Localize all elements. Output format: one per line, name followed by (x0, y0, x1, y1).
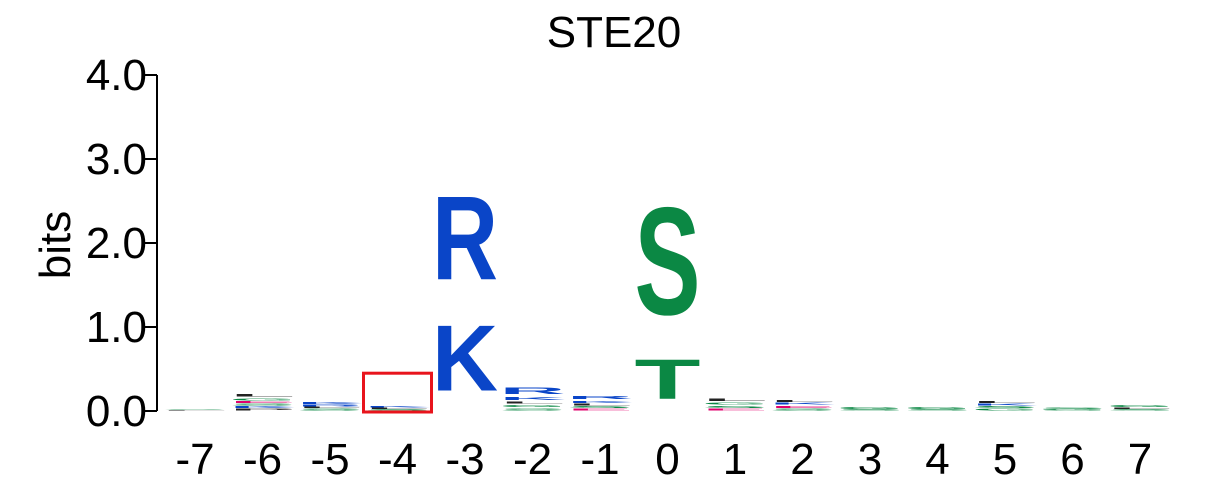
x-tick-label: 5 (993, 435, 1017, 484)
residue-letter: L (365, 408, 431, 410)
y-tick-label: 1.0 (86, 303, 147, 352)
residue-letter: E (770, 405, 836, 408)
x-tick-label: -2 (513, 435, 552, 484)
stack--7: LS (162, 409, 228, 411)
stack-0: TS (635, 176, 701, 411)
residue-letter: K (230, 406, 296, 409)
residue-letter: S (162, 409, 228, 410)
residue-letter: E (230, 401, 296, 404)
residue-letter: R (567, 395, 633, 400)
residue-letter: S (635, 176, 701, 347)
residue-letter: S (365, 409, 431, 411)
residue-letter: K (365, 406, 431, 408)
stack-6: GS (1040, 408, 1106, 411)
residue-letter: G (972, 408, 1038, 411)
y-tick-label: 3.0 (86, 135, 147, 184)
x-tick-label: 3 (858, 435, 882, 484)
residue-letter: R (297, 404, 363, 407)
residue-letter: K (567, 400, 633, 403)
residue-letter: K (972, 403, 1038, 406)
residue-letter: E (567, 408, 633, 411)
x-tick-label: 6 (1060, 435, 1084, 484)
residue-letter: S (297, 408, 363, 411)
residue-letter: T (635, 348, 701, 411)
residue-letter: L (567, 403, 633, 406)
y-tick-label: 4.0 (86, 51, 147, 100)
residue-letter: G (500, 404, 566, 407)
residue-letter: S (230, 403, 296, 406)
residue-letter: L (162, 410, 228, 411)
residue-letter: L (1107, 408, 1173, 410)
residue-letter: S (1040, 408, 1106, 410)
residue-letter: S (702, 405, 768, 408)
residue-letter: K (297, 402, 363, 405)
x-tick-label: -5 (310, 435, 349, 484)
x-tick-label: -1 (580, 435, 619, 484)
residue-letter: S (770, 408, 836, 411)
residue-letter: L (972, 401, 1038, 404)
stack--3: KR (432, 170, 498, 410)
residue-letter: E (702, 408, 768, 411)
residue-letter: S (1107, 409, 1173, 411)
y-axis: 0.0 1.0 2.0 3.0 4.0 (86, 51, 158, 436)
residue-letter: R (500, 386, 566, 396)
y-tick-label: 2.0 (86, 219, 147, 268)
stack-3: SG (837, 407, 903, 411)
y-tick-label: 0.0 (86, 387, 147, 436)
x-axis-tick-labels: -7 -6 -5 -4 -3 -2 -1 0 1 2 3 4 5 6 7 (175, 435, 1152, 484)
residue-letter: R (432, 170, 498, 305)
x-tick-label: 2 (790, 435, 814, 484)
residue-letter: G (702, 402, 768, 405)
residue-letter: G (905, 407, 971, 410)
x-tick-label: -3 (445, 435, 484, 484)
x-tick-label: 4 (925, 435, 949, 484)
x-tick-label: 1 (723, 435, 747, 484)
x-tick-label: 7 (1128, 435, 1152, 484)
chart-title: STE20 (547, 8, 682, 57)
residue-letter: G (230, 398, 296, 401)
residue-letter: K (432, 305, 498, 410)
residue-letter: G (837, 407, 903, 410)
residue-letter: L (297, 407, 363, 409)
residue-letter: S (837, 409, 903, 411)
residue-letter: L (230, 393, 296, 397)
x-tick-label: 0 (655, 435, 679, 484)
stack-7: SLG (1107, 405, 1173, 411)
residue-letter: P (230, 408, 296, 411)
residue-letter: K (500, 396, 566, 401)
residue-letter: L (500, 401, 566, 404)
residue-letter: S (905, 409, 971, 411)
stack--4: SLK (365, 406, 431, 411)
x-tick-label: -4 (378, 435, 417, 484)
residue-letter: L (702, 398, 768, 402)
x-tick-label: -6 (243, 435, 282, 484)
residue-letter: G (1107, 405, 1173, 408)
stack-4: SG (905, 407, 971, 411)
residue-letter: S (972, 406, 1038, 409)
highlight-box (362, 371, 433, 414)
residue-letter: L (770, 399, 836, 402)
residue-letter: S (500, 408, 566, 411)
residue-letter: K (770, 403, 836, 406)
residue-letter: S (567, 406, 633, 409)
x-tick-label: -7 (175, 435, 214, 484)
y-axis-label: bits (31, 211, 80, 279)
residue-letter: G (1040, 409, 1106, 411)
